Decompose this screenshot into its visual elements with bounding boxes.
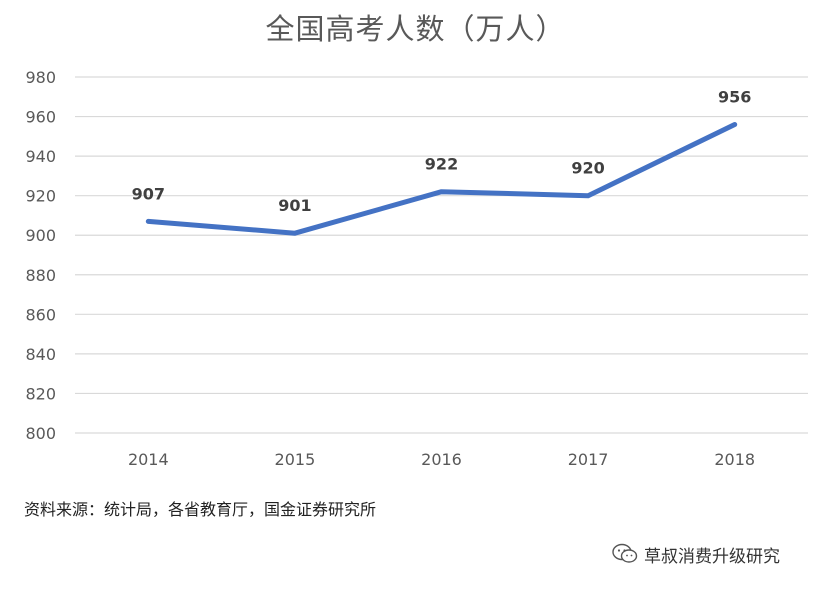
y-tick-label: 920 [25,187,56,206]
data-label: 956 [718,87,751,106]
watermark: 草叔消费升级研究 [612,542,780,567]
y-tick-label: 900 [25,226,56,245]
y-tick-label: 820 [25,384,56,403]
x-tick-label: 2015 [275,450,316,469]
y-tick-label: 860 [25,305,56,324]
series-line [145,122,738,236]
y-tick-label: 960 [25,108,56,127]
chart-title: 全国高考人数（万人） [265,12,566,46]
y-tick-label: 940 [25,147,56,166]
data-label: 922 [425,155,458,174]
wechat-icon [612,543,638,563]
y-tick-label: 840 [25,345,56,364]
y-tick-label: 800 [25,424,56,443]
x-tick-label: 2014 [128,450,169,469]
y-axis-ticks: 980 960 940 920 900 880 860 840 820 800 [25,68,56,443]
watermark-text: 草叔消费升级研究 [644,546,780,567]
x-tick-label: 2016 [421,450,462,469]
data-labels: 907 901 922 920 956 [132,87,752,215]
data-label: 920 [571,159,604,178]
x-tick-label: 2017 [568,450,609,469]
gridlines [75,76,808,434]
series [145,122,738,236]
source-note: 资料来源：统计局，各省教育厅，国金证券研究所 [24,500,377,519]
x-tick-label: 2018 [714,450,755,469]
x-axis-ticks: 2014 2015 2016 2017 2018 [128,450,755,469]
data-label: 907 [132,184,165,203]
y-tick-label: 980 [25,68,56,87]
data-label: 901 [278,196,311,215]
y-tick-label: 880 [25,266,56,285]
